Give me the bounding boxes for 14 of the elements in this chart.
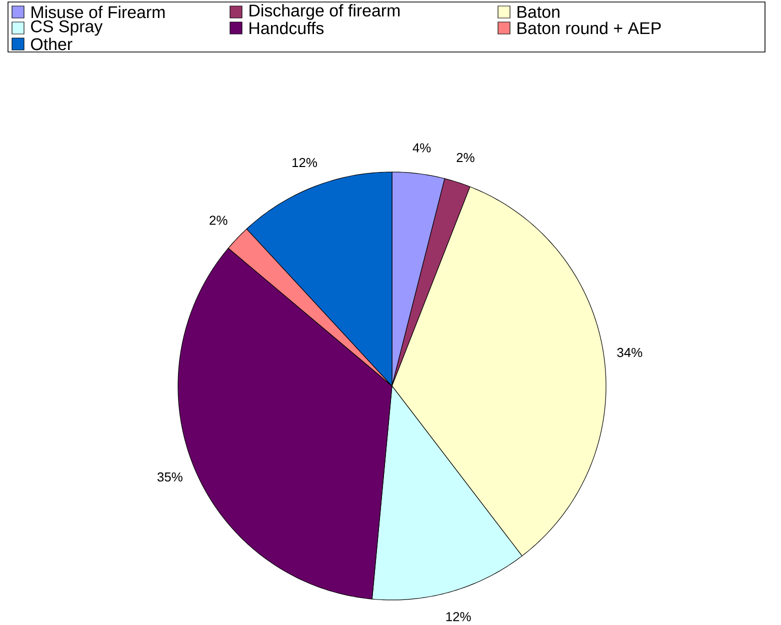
data-label: 12% <box>446 612 471 622</box>
data-label: 12% <box>292 158 317 168</box>
legend-label: Handcuffs <box>250 22 324 34</box>
data-label: 2% <box>456 153 474 162</box>
legend-label: Other <box>31 38 72 50</box>
data-label: 4% <box>412 144 431 153</box>
legend-label: Misuse of Firearm <box>32 6 165 18</box>
legend-label: Baton round + AEP <box>518 22 661 34</box>
legend-label: Baton <box>518 6 560 18</box>
data-label: 2% <box>210 216 228 226</box>
legend-label: Discharge of firearm <box>250 4 400 20</box>
legend-label: CS Spray <box>31 20 103 36</box>
data-label: 35% <box>157 472 182 482</box>
data-label: 34% <box>617 348 642 358</box>
